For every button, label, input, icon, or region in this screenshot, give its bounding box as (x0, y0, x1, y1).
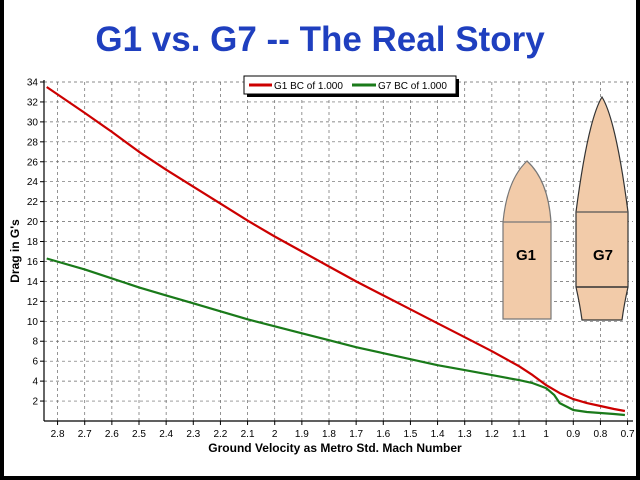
y-tick-label: 18 (27, 237, 39, 248)
x-tick-label: 1.1 (512, 429, 526, 440)
legend-label-g1: G1 BC of 1.000 (274, 81, 343, 92)
y-tick-label: 28 (27, 137, 39, 148)
x-tick-label: 1 (543, 429, 549, 440)
y-tick-label: 24 (27, 177, 39, 188)
x-tick-label: 1.9 (295, 429, 309, 440)
x-tick-label: 1.8 (322, 429, 336, 440)
legend: G1 BC of 1.000 G7 BC of 1.000 (243, 75, 459, 97)
y-tick-label: 4 (32, 377, 38, 388)
x-tick-label: 1.6 (376, 429, 390, 440)
g7-label: G7 (593, 247, 613, 264)
x-tick-label: 1.4 (431, 429, 445, 440)
x-tick-label: 2.4 (159, 429, 173, 440)
legend-label-g7: G7 BC of 1.000 (378, 81, 447, 92)
y-tick-label: 26 (27, 157, 39, 168)
series-line-g7 (46, 257, 626, 417)
x-tick-label: 0.7 (621, 429, 635, 440)
y-axis-label: Drag in G's (8, 219, 22, 283)
x-tick-label: 1.2 (485, 429, 499, 440)
y-tick-label: 22 (27, 197, 39, 208)
y-tick-label: 20 (27, 217, 39, 228)
x-tick-label: 1.3 (458, 429, 472, 440)
y-tick-label: 8 (32, 337, 38, 348)
x-tick-label: 0.9 (566, 429, 580, 440)
x-tick-label: 2.2 (213, 429, 227, 440)
x-tick-label: 1.5 (403, 429, 417, 440)
x-tick-label: 2.7 (78, 429, 92, 440)
g1-bullet-icon: G1 (502, 160, 552, 320)
y-tick-label: 32 (27, 97, 39, 108)
y-tick-label: 14 (27, 277, 39, 288)
x-ticks: 2.8 2.7 2.6 2.5 2.4 2.3 2.2 2.1 2 1.9 1.8 1.7 1.6 1.5… (51, 421, 635, 440)
x-tick-label: 2.1 (241, 429, 255, 440)
y-tick-label: 10 (27, 317, 39, 328)
g1-label: G1 (516, 247, 536, 264)
x-tick-label: 0.8 (593, 429, 607, 440)
x-tick-label: 2.8 (51, 429, 65, 440)
y-tick-label: 6 (32, 357, 38, 368)
y-tick-label: 30 (27, 117, 39, 128)
x-tick-label: 1.7 (349, 429, 363, 440)
x-tick-label: 2.6 (105, 429, 119, 440)
series-line-g1 (46, 86, 626, 413)
x-tick-label: 2.3 (186, 429, 200, 440)
axes (43, 80, 633, 422)
y-tick-label: 2 (32, 397, 38, 408)
y-tick-label: 16 (27, 257, 39, 268)
y-tick-label: 34 (27, 78, 39, 89)
y-tick-label: 12 (27, 297, 39, 308)
series-lines (46, 86, 626, 417)
x-tick-label: 2 (272, 429, 278, 440)
x-axis-label: Ground Velocity as Metro Std. Mach Numbe… (208, 441, 462, 455)
page-title: G1 vs. G7 -- The Real Story (95, 20, 545, 59)
g7-bullet-icon: G7 (575, 95, 629, 321)
x-tick-label: 2.5 (132, 429, 146, 440)
